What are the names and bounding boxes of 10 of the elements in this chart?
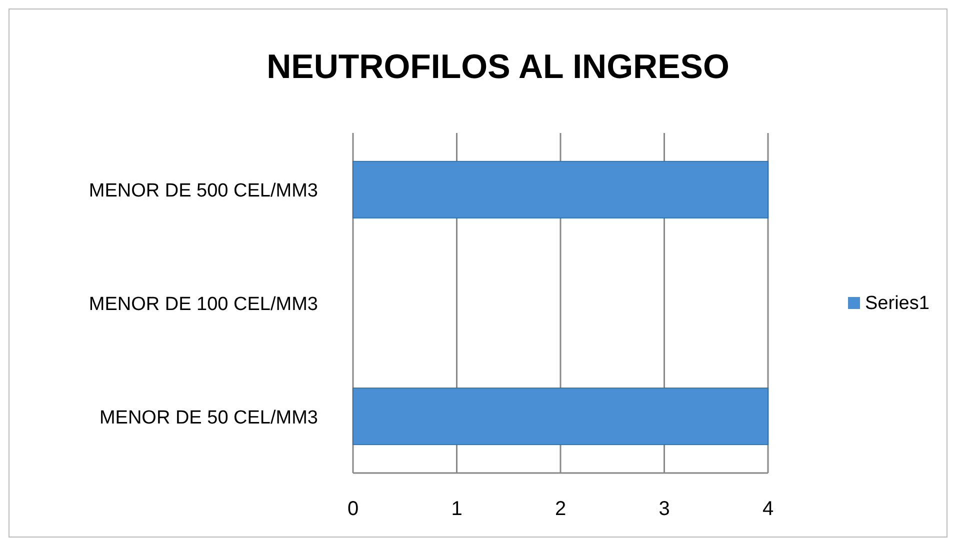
chart-title: NEUTROFILOS AL INGRESO xyxy=(266,48,730,86)
x-tick-label: 3 xyxy=(658,498,670,520)
x-tick-label: 4 xyxy=(762,498,774,520)
legend-label: Series1 xyxy=(865,293,930,314)
x-tick-label: 1 xyxy=(451,498,462,520)
x-tick-label: 0 xyxy=(347,498,359,520)
x-tick-label: 2 xyxy=(554,498,566,520)
y-tick-label: MENOR DE 100 CEL/MM3 xyxy=(88,294,318,315)
y-tick-label: MENOR DE 50 CEL/MM3 xyxy=(99,407,318,428)
y-tick-label: MENOR DE 500 CEL/MM3 xyxy=(88,180,318,202)
